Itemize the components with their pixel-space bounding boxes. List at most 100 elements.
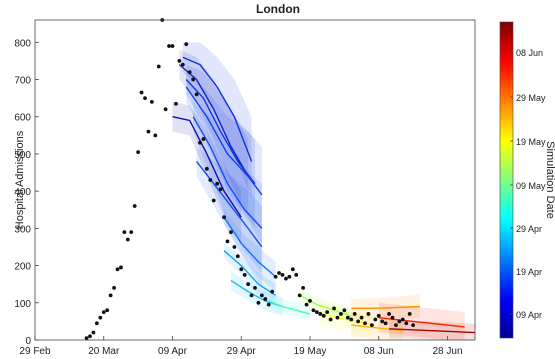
colorbar-ticks: 09 Apr 19 Apr 29 Apr 09 May 19 May 29 May 08 J… <box>510 48 546 320</box>
simulation-band-2 <box>182 42 252 199</box>
data-point <box>318 312 323 316</box>
data-point <box>273 274 278 279</box>
data-point <box>163 107 168 112</box>
data-point <box>294 272 299 277</box>
simulation-band-11 <box>299 289 352 324</box>
simulation-line-16 <box>389 328 476 334</box>
simulation-line-13 <box>351 324 403 332</box>
data-point <box>290 267 295 272</box>
chart-title: London <box>256 2 300 16</box>
data-point <box>301 286 306 290</box>
data-point <box>91 330 96 335</box>
data-point <box>311 308 316 313</box>
data-point <box>321 313 326 318</box>
simulation-line-6 <box>196 160 263 248</box>
data-point <box>194 92 199 97</box>
data-point <box>407 312 412 316</box>
data-point <box>153 133 158 138</box>
x-tick-label: 29 Apr <box>227 346 257 357</box>
data-point <box>256 300 261 305</box>
observed-points <box>84 18 416 341</box>
data-point <box>397 319 402 324</box>
data-point <box>314 310 319 314</box>
data-point <box>108 293 113 298</box>
data-point <box>198 140 202 145</box>
colorbar-tick-label: 08 Jun <box>516 48 543 58</box>
data-point <box>177 59 182 63</box>
y-tick-label: 200 <box>14 262 31 273</box>
data-point <box>170 44 175 48</box>
simulation-band-10 <box>268 293 310 322</box>
data-point <box>339 312 343 316</box>
data-point <box>119 265 123 270</box>
data-point <box>235 254 240 259</box>
data-point <box>136 150 141 154</box>
data-point <box>249 293 254 298</box>
simulation-line-8 <box>223 250 277 296</box>
data-point <box>180 62 185 67</box>
simulation-line-10 <box>268 300 311 315</box>
x-tick-label: 20 Mar <box>88 346 120 357</box>
data-point <box>115 267 120 272</box>
data-point <box>88 334 92 339</box>
data-point <box>387 312 391 316</box>
simulation-line-0 <box>172 116 242 218</box>
simulation-line-5 <box>192 116 263 229</box>
y-axis: 0 100 200 300 400 500 600 700 800 <box>14 38 39 347</box>
data-point <box>122 230 127 234</box>
data-point <box>167 44 171 48</box>
data-point <box>191 77 196 82</box>
data-point <box>325 310 330 314</box>
data-point <box>129 230 134 234</box>
data-point <box>139 90 144 95</box>
simulation-line-4 <box>185 86 263 196</box>
plot-area-frame <box>34 19 476 341</box>
data-point <box>277 271 281 275</box>
y-tick-label: 600 <box>14 113 31 124</box>
simulation-band-16 <box>389 319 475 340</box>
data-point <box>400 317 405 322</box>
data-point <box>259 293 264 298</box>
data-point <box>125 237 130 242</box>
colorbar-tick-label: 29 Apr <box>516 224 542 234</box>
x-axis: 29 Feb 20 Mar 09 Apr 29 Apr 19 May 08 Jun 28 J… <box>19 336 463 357</box>
colorbar <box>499 21 514 339</box>
simulation-line-7 <box>223 216 277 278</box>
colorbar-tick-label: 09 Apr <box>516 310 542 320</box>
data-point <box>328 317 333 322</box>
data-point <box>349 317 354 322</box>
data-point <box>284 276 288 281</box>
data-point <box>208 178 213 182</box>
data-point <box>404 321 409 326</box>
data-point <box>335 315 340 320</box>
data-point <box>94 321 99 326</box>
simulation-line-3 <box>185 79 256 185</box>
simulation-line-14 <box>351 305 421 310</box>
data-point <box>366 312 371 316</box>
data-point <box>304 302 309 307</box>
colorbar-tick-label: 19 Apr <box>516 267 542 277</box>
y-axis-label: Hospital Admissions <box>14 130 26 229</box>
x-tick-label: 29 Feb <box>19 346 51 357</box>
simulation-band-5 <box>193 101 262 274</box>
data-point <box>253 286 257 290</box>
data-point <box>225 239 230 244</box>
data-point <box>363 321 367 326</box>
data-point <box>229 230 233 234</box>
data-point <box>201 137 206 141</box>
data-point <box>239 267 244 272</box>
data-point <box>356 319 361 324</box>
data-point <box>369 323 374 328</box>
data-point <box>184 42 189 47</box>
data-point <box>266 302 271 307</box>
data-point <box>380 319 385 324</box>
data-point <box>394 323 398 328</box>
x-tick-label: 28 Jun <box>432 346 462 357</box>
data-point <box>342 308 347 313</box>
colorbar-label: Simulation Date <box>544 141 555 219</box>
data-point <box>376 313 381 318</box>
data-point <box>215 181 220 186</box>
data-point <box>280 272 285 277</box>
data-point <box>187 70 192 74</box>
simulation-band-3 <box>186 64 255 229</box>
